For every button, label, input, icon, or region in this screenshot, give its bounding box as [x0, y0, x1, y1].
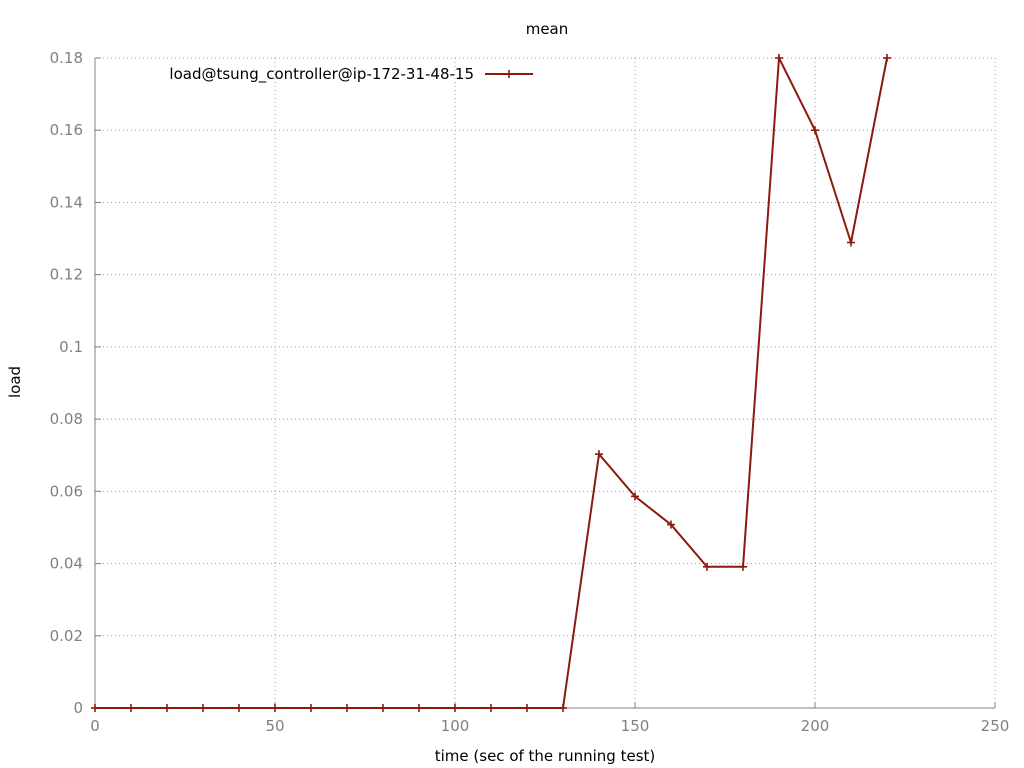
data-point-marker: [487, 704, 495, 712]
y-tick-label: 0.08: [50, 410, 83, 428]
y-axis-title: load: [6, 366, 24, 398]
data-point-marker: [811, 126, 819, 135]
x-tick-label: 50: [265, 717, 284, 735]
legend-label: load@tsung_controller@ip-172-31-48-15: [169, 65, 474, 84]
x-tick-labels: 0 50 100 150 200 250: [90, 717, 1009, 735]
y-tick-labels: 0 0.02 0.04 0.06 0.08 0.1 0.12 0.14 0.16 0.18: [50, 49, 83, 717]
y-tick-label: 0.06: [50, 482, 83, 500]
data-point-marker: [703, 562, 711, 571]
data-point-marker: [631, 492, 639, 501]
data-point-marker: [775, 54, 783, 62]
legend-line-sample: [485, 70, 533, 78]
data-point-marker: [451, 704, 459, 712]
y-tick-label: 0: [73, 699, 83, 717]
series-line: [95, 54, 888, 709]
data-point-marker: [379, 704, 387, 712]
y-tick-label: 0.16: [50, 121, 83, 139]
y-tick-label: 0.12: [50, 266, 83, 284]
data-point-marker: [199, 704, 207, 712]
series-group: [91, 54, 891, 712]
data-point-marker: [559, 704, 567, 712]
data-point-marker: [595, 450, 603, 459]
data-point-marker: [883, 54, 891, 62]
x-tick-label: 0: [90, 717, 100, 735]
data-point-marker: [739, 562, 747, 571]
data-point-marker: [523, 704, 531, 712]
data-point-marker: [91, 704, 99, 712]
data-point-marker: [847, 238, 855, 247]
data-point-marker: [127, 704, 135, 712]
x-tick-label: 250: [981, 717, 1010, 735]
y-tick-label: 0.02: [50, 627, 83, 645]
chart-title: mean: [526, 20, 569, 38]
data-point-marker: [415, 704, 423, 712]
legend: load@tsung_controller@ip-172-31-48-15: [169, 65, 533, 84]
y-tick-label: 0.1: [59, 338, 83, 356]
data-point-marker: [271, 704, 279, 712]
grid: [95, 57, 996, 708]
axes: [94, 57, 996, 709]
x-tick-label: 100: [441, 717, 470, 735]
data-point-marker: [343, 704, 351, 712]
x-tick-label: 200: [801, 717, 830, 735]
data-point-marker: [163, 704, 171, 712]
x-tick-label: 150: [621, 717, 650, 735]
y-tick-label: 0.04: [50, 555, 83, 573]
y-tick-label: 0.14: [50, 193, 83, 211]
data-point-marker: [667, 520, 675, 529]
data-point-marker: [307, 704, 315, 712]
y-tick-label: 0.18: [50, 49, 83, 67]
x-axis-title: time (sec of the running test): [435, 747, 656, 765]
data-point-marker: [235, 704, 243, 712]
series: [91, 54, 891, 712]
